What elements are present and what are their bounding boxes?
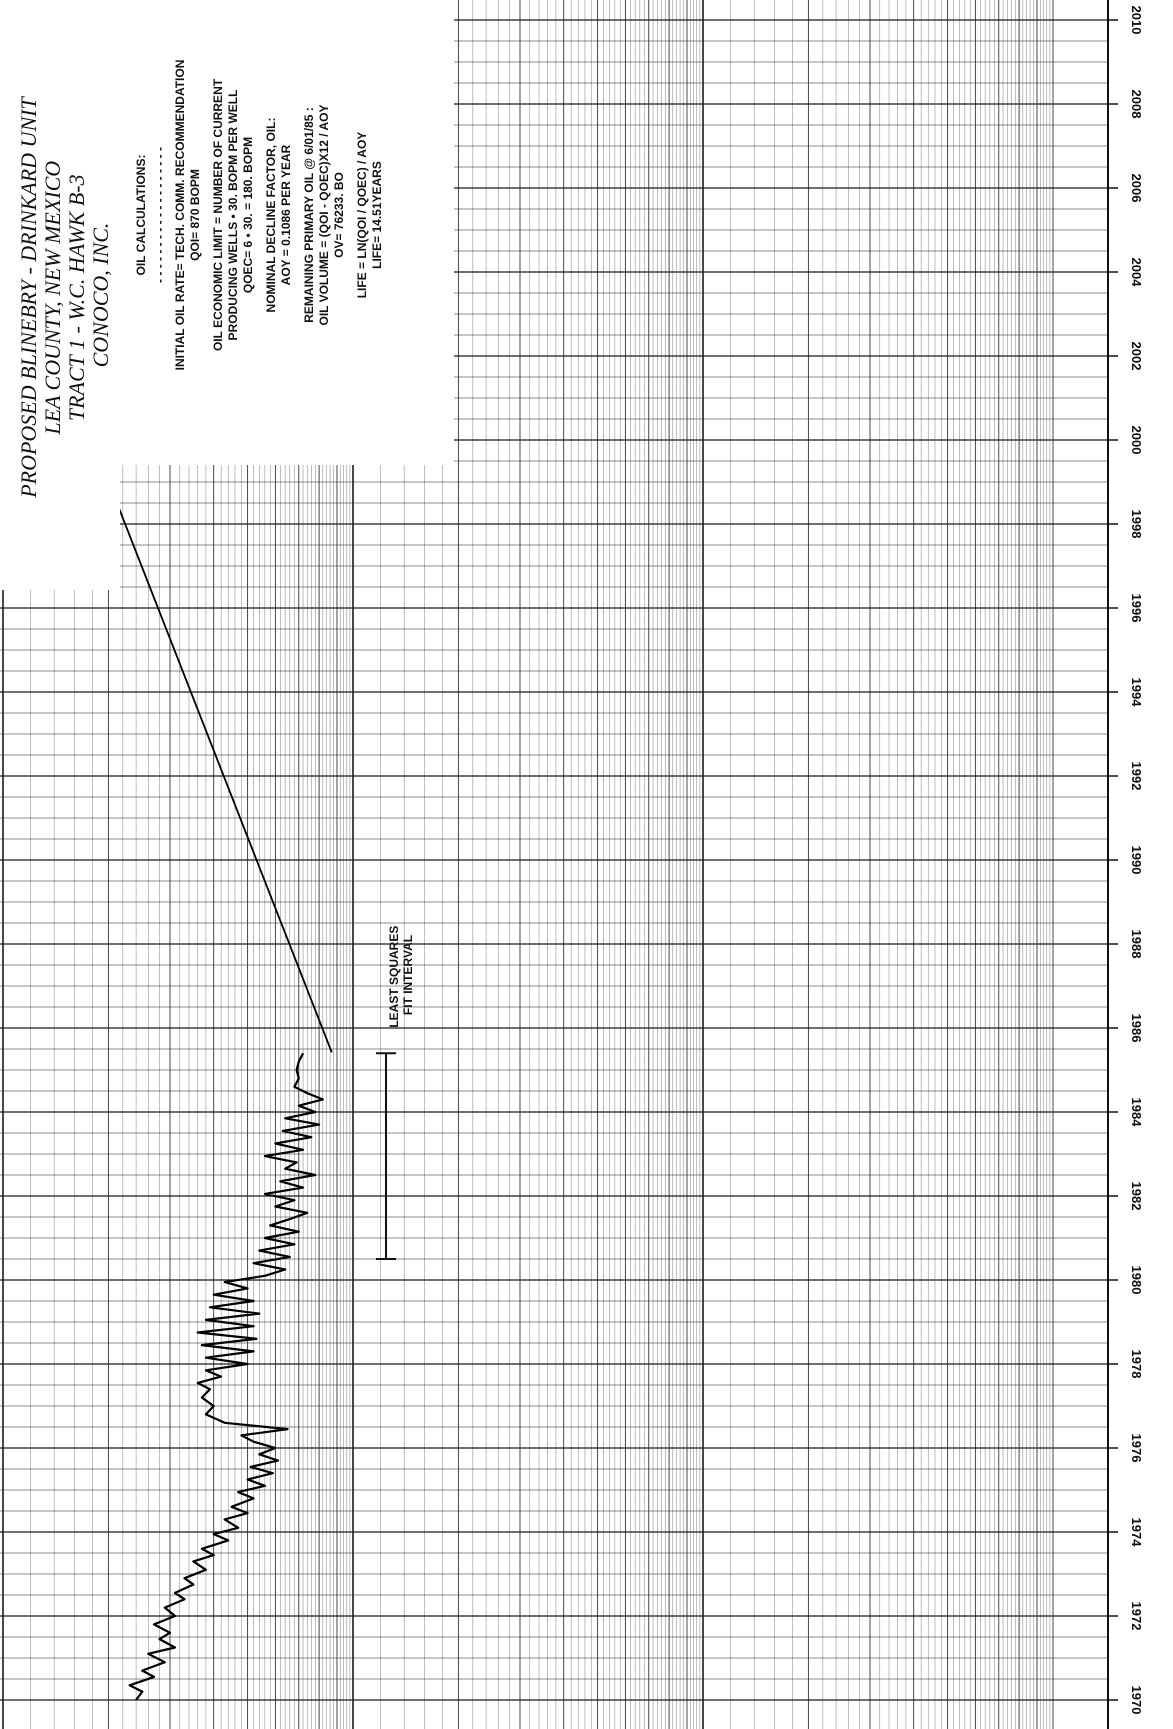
oil-calculation-line: LIFE = LN(QOI / QOEC) / AOY	[355, 132, 369, 299]
time-axis-tick-label: 1980	[1129, 1266, 1144, 1295]
time-axis-tick-label: 2002	[1129, 342, 1144, 371]
time-axis-ticks: 1970 1972 1974 1976 1978 1980 1982 1984 1986 1988…	[1108, 6, 1144, 1715]
time-axis-tick-label: 2004	[1129, 258, 1144, 288]
time-axis-tick-label: 1988	[1129, 930, 1144, 959]
time-axis-tick-label: 2010	[1129, 6, 1144, 35]
svg-text:PROPOSED BLINEBRY - DRINKARD U: PROPOSED BLINEBRY - DRINKARD UNIT LEA CO…	[16, 92, 113, 499]
oil-calculation-line: LIFE= 14.51YEARS	[370, 161, 384, 269]
oil-calculation-line: OV= 76233. BO	[332, 172, 346, 258]
oil-calculation-line: INITIAL OIL RATE= TECH. COMM. RECOMMENDA…	[173, 60, 187, 371]
title-line-4: CONOCO, INC.	[88, 223, 113, 368]
time-axis-tick-label: 1996	[1129, 594, 1144, 623]
time-axis-tick-label: 2006	[1129, 174, 1144, 203]
title-line-2: LEA COUNTY, NEW MEXICO	[40, 161, 65, 436]
oil-calculation-line: OIL VOLUME = (QOI - QOEC)X12 / AOY	[317, 104, 331, 325]
oil-calculations-background	[118, 0, 454, 465]
fit-interval-label-line-2: FIT INTERVAL	[401, 935, 415, 1015]
time-axis-tick-label: 1998	[1129, 510, 1144, 539]
series-lines	[91, 439, 333, 1701]
time-axis-tick-label: 1990	[1129, 846, 1144, 875]
production-history-line	[128, 1052, 324, 1701]
time-axis-tick-label: 1976	[1129, 1434, 1144, 1463]
title-line-3: TRACT 1 - W.C. HAWK B-3	[64, 174, 89, 421]
time-axis-tick-label: 2008	[1129, 90, 1144, 119]
grid-lines	[0, 0, 1108, 1729]
oil-calculations-heading: OIL CALCULATIONS:	[134, 155, 148, 276]
svg-text:LEAST SQUARES FIT INTERV: LEAST SQUARES FIT INTERVAL	[387, 922, 415, 1027]
time-axis-tick-label: 1984	[1129, 1098, 1144, 1128]
decline-forecast-line	[91, 439, 333, 1053]
time-axis-tick-label: 1974	[1129, 1518, 1144, 1548]
oil-calculations-divider: - - - - - - - - - - - - - - - - - - -	[153, 147, 167, 283]
oil-calculation-line: PRODUCING WELLS • 30. BOPM PER WELL	[226, 90, 240, 341]
time-axis-tick-label: 2000	[1129, 426, 1144, 455]
oil-calculation-line: QOEC= 6 • 30. = 180. BOPM	[241, 137, 255, 293]
oil-calculation-line: AOY = 0.1086 PER YEAR	[279, 144, 293, 285]
oil-calculation-line: REMAINING PRIMARY OIL @ 6/01/85 :	[302, 107, 316, 323]
title-box: PROPOSED BLINEBRY - DRINKARD UNIT LEA CO…	[0, 0, 120, 590]
time-axis-tick-label: 1978	[1129, 1350, 1144, 1379]
time-axis-tick-label: 1994	[1129, 678, 1144, 708]
time-axis-tick-label: 1970	[1129, 1686, 1144, 1715]
fit-interval-label-line-1: LEAST SQUARES	[387, 926, 401, 1028]
oil-calculations-lines: INITIAL OIL RATE= TECH. COMM. RECOMMENDA…	[173, 60, 384, 371]
oil-calculation-line: QOI= 870 BOPM	[188, 169, 202, 261]
oil-calculation-line: OIL ECONOMIC LIMIT = NUMBER OF CURRENT	[211, 78, 225, 351]
title-line-1: PROPOSED BLINEBRY - DRINKARD UNIT	[16, 96, 41, 499]
time-axis-tick-label: 1992	[1129, 762, 1144, 791]
oil-calculation-line: NOMINAL DECLINE FACTOR, OIL:	[264, 118, 278, 313]
time-axis-tick-label: 1982	[1129, 1182, 1144, 1211]
oil-calculations-panel: OIL CALCULATIONS: - - - - - - - - - - - …	[118, 0, 454, 465]
fit-interval-annotation: LEAST SQUARES FIT INTERVAL	[376, 922, 415, 1260]
time-axis-tick-label: 1986	[1129, 1014, 1144, 1043]
title-box-background	[0, 0, 120, 590]
time-axis-tick-label: 1972	[1129, 1602, 1144, 1631]
